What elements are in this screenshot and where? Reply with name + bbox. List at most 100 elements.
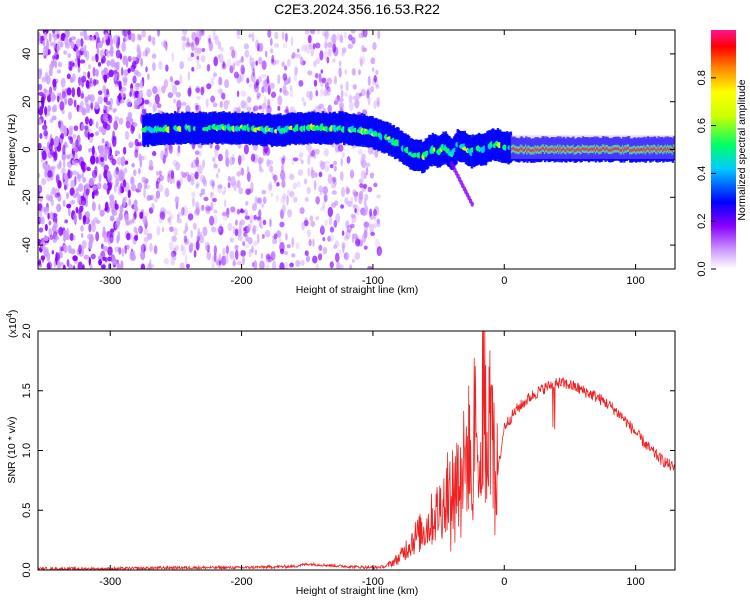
spectrum-noise [100,156,105,163]
spectrum-noise [194,171,199,180]
spectrum-noise [268,165,274,173]
spectrum-noise [88,223,92,233]
spectrum-noise [352,204,357,209]
spectrum-noise [185,105,191,114]
snr-y-label: SNR (10 * v/v) [6,416,18,483]
spectrum-noise [361,44,365,53]
spectrum-noise [38,101,41,110]
spectrum-noise [350,196,354,204]
spectrum-noise [141,176,147,183]
spectrum-noise [324,219,329,227]
spectrum-noise [109,194,115,201]
spectrum-noise [276,181,280,187]
spectrum-noise [206,63,211,72]
spectrum-noise [333,165,337,172]
spectrum-noise [99,209,105,217]
spectrum-noise [236,30,241,36]
spectrum-noise [44,106,48,116]
spectrum-noise [104,257,108,263]
spectrum-noise [307,167,311,177]
spectrum-noise [232,225,236,235]
spectrum-noise [267,183,273,192]
spectrum-noise [199,192,203,197]
spectrum-noise [152,85,158,95]
spectrum-noise [148,101,152,107]
spectrum-noise [108,69,114,78]
spectrum-noise [229,65,234,74]
spectrum-noise [63,50,68,55]
spectrum-noise [360,88,366,97]
spectrum-noise [60,77,66,88]
spectrum-noise [260,252,264,260]
spectrum-noise [264,84,268,93]
spectrum-noise [42,124,48,131]
spectrum-noise [351,215,357,224]
spectrum-noise [163,258,169,265]
spectrum-noise [271,172,275,180]
spectrum-noise [205,245,209,251]
spectrum-noise [253,259,258,269]
spectrum-noise [307,34,312,44]
spectrum-noise [184,226,189,232]
spectrum-noise [249,54,252,60]
spectrum-noise [218,260,222,266]
spectrum-noise [153,245,158,255]
spectrum-noise [252,107,256,113]
spectrum-noise [361,153,366,160]
spectrum-noise [192,222,197,230]
spectrum-noise [231,49,235,59]
spectrum-noise [188,42,194,47]
spectrum-noise [332,58,336,63]
spectrum-noise [52,104,58,113]
y-tick-label: 0 [21,146,33,152]
spectrum-noise [176,181,181,190]
spectrum-noise [250,181,254,192]
spectrum-noise [365,166,369,176]
spectrum-noise [89,133,94,138]
spectrum-noise [352,95,357,101]
spectrum-noise [289,262,294,268]
spectrum-noise [189,242,194,249]
spectrum-noise [269,48,274,54]
spectrum-noise [261,108,265,113]
spectrum-noise [255,60,258,66]
spectrum-noise [277,105,281,111]
spectrum-noise [270,91,277,98]
spectrum-noise [176,179,181,187]
ridge-halo [510,135,675,160]
spectrum-noise [181,245,186,256]
spectrum-noise [67,170,73,179]
spectrum-noise [245,188,251,195]
spectrum-noise [376,246,382,257]
spectrum-noise [284,232,288,241]
spectrum-noise [187,213,194,221]
spectrum-noise [213,157,216,164]
spectrum-noise [141,108,147,115]
spectrum-noise [335,213,341,224]
spectrum-noise [102,74,107,80]
y-tick-label: 0.5 [21,503,33,518]
spectrum-noise [214,35,220,45]
spectrum-noise [176,213,180,220]
spectrum-noise [217,153,223,162]
spectrum-noise [208,41,212,46]
spectrum-noise [113,170,119,179]
spectrum-noise [365,162,371,167]
spectrum-noise [187,174,192,183]
spectrum-noise [318,171,323,178]
spectrum-noise [376,221,381,228]
spectrum-noise [167,170,170,177]
spectrum-noise [173,98,177,104]
spectrum-noise [146,194,152,201]
spectrum-noise [84,98,89,106]
spectrum-noise [219,100,223,109]
spectrum-noise [217,54,221,59]
spectrum-noise [152,36,156,47]
spectrum-tail [470,201,475,207]
colorbar: 0.0 0.2 0.4 0.6 0.8 Normalized spectral ampl… [696,30,748,277]
colorbar-tick-label: 0.2 [696,214,708,229]
spectrum-noise [340,157,343,167]
spectrum-noise [64,219,69,224]
spectrum-noise [87,131,90,140]
spectrum-noise [54,60,58,69]
